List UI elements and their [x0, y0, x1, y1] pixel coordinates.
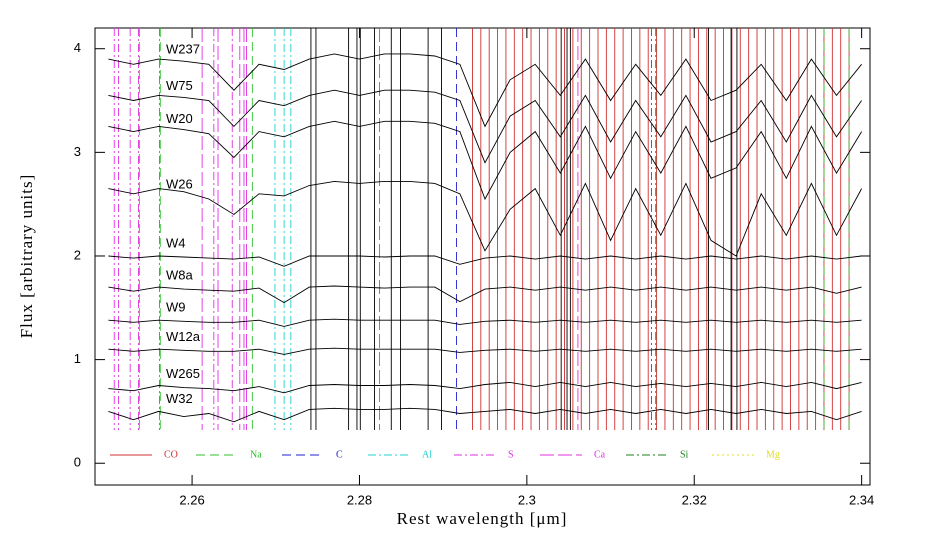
spectrum [108, 381, 862, 394]
y-tick-label: 3 [74, 144, 81, 159]
legend-label: Al [422, 449, 432, 460]
spectrum [108, 180, 862, 257]
legend-label: Ca [594, 449, 606, 460]
spectrum [108, 318, 862, 327]
series-label: W8a [166, 268, 194, 283]
series-label: W265 [166, 366, 200, 381]
legend-label: Si [680, 449, 689, 460]
series-label: W237 [166, 42, 200, 57]
y-tick-label: 0 [74, 455, 81, 470]
x-tick-label: 2.28 [347, 492, 372, 507]
legend-label: S [508, 449, 514, 460]
y-tick-label: 2 [74, 247, 81, 262]
spectrum [108, 120, 862, 201]
x-tick-label: 2.32 [682, 492, 707, 507]
spectrum [108, 255, 862, 267]
series-label: W26 [166, 176, 193, 191]
series-label: W75 [166, 78, 193, 93]
spectrum [108, 347, 862, 355]
x-tick-label: 2.3 [518, 492, 536, 507]
spectrum [108, 53, 862, 128]
legend-label: Mg [766, 449, 780, 460]
legend-label: Na [250, 449, 262, 460]
x-tick-label: 2.26 [179, 492, 204, 507]
y-axis-label: Flux [arbitrary units] [17, 174, 36, 339]
series-label: W20 [166, 111, 193, 126]
x-axis-label: Rest wavelength [μm] [397, 509, 568, 528]
spectrum [108, 407, 862, 423]
legend-label: CO [164, 449, 178, 460]
series-label: W4 [166, 235, 186, 250]
y-tick-label: 4 [74, 40, 81, 55]
legend-label: C [336, 449, 343, 460]
plot-frame [94, 27, 871, 486]
spectrum [108, 89, 862, 164]
series-label: W32 [166, 391, 193, 406]
series-label: W9 [166, 300, 186, 315]
spectrum [108, 285, 862, 304]
y-tick-label: 1 [74, 351, 81, 366]
series-label: W12a [166, 329, 201, 344]
x-tick-label: 2.34 [849, 492, 874, 507]
